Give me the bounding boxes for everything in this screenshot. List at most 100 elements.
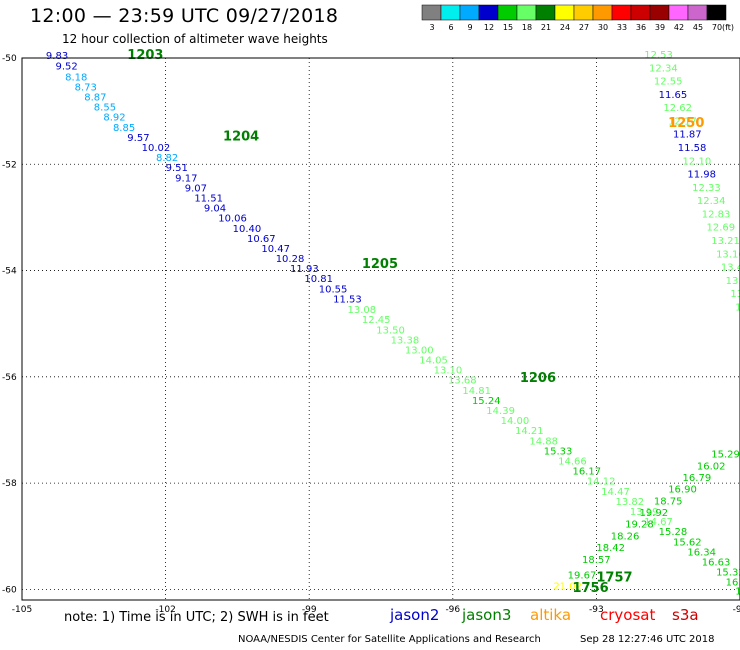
data-point-label: 11.65: [659, 90, 688, 101]
data-points: 9.839.528.188.738.878.558.928.859.5710.0…: [46, 50, 740, 598]
data-point-label: 14.12: [587, 477, 616, 488]
data-point-label: 10.40: [233, 224, 262, 235]
colorbar-label: 70: [712, 23, 722, 32]
colorbar-label: 36: [636, 23, 646, 32]
colorbar-label: 12: [484, 23, 494, 32]
data-point-label: 12.62: [663, 103, 692, 114]
y-tick-label: -60: [2, 585, 17, 595]
data-point-label: 9.52: [56, 62, 78, 73]
data-point-label: 12.69: [706, 223, 735, 234]
footer-timestamp: Sep 28 12:27:46 UTC 2018: [580, 634, 715, 645]
data-point-label: 13.08: [347, 305, 376, 316]
data-point-label: 8.55: [94, 103, 116, 114]
data-point-label: 12.83: [702, 209, 731, 220]
data-point-label: 13.19: [630, 507, 659, 518]
data-point-label: 13.10: [434, 366, 463, 377]
data-point-label: 19.28: [625, 520, 654, 531]
data-point-label: 9.04: [204, 204, 226, 215]
legend-s3a: s3a: [672, 606, 699, 624]
data-point-label: 10.28: [276, 254, 305, 265]
x-tick-label: -96: [445, 605, 460, 615]
chart-title: 12:00 — 23:59 UTC 09/27/2018: [30, 5, 339, 27]
axis-ticks: -105 -102 -99 -96 -93 -90 -50 -52 -54 -56 -58 -60: [2, 54, 740, 615]
data-point-label: 15.24: [472, 396, 501, 407]
colorbar-unit: (ft): [722, 23, 734, 32]
colorbar-swatch: [497, 4, 518, 21]
data-point-label: 18.42: [596, 543, 625, 554]
data-point-label: 11.58: [678, 143, 707, 154]
data-point-label: 14.66: [558, 457, 587, 468]
colorbar-label: 6: [448, 23, 453, 32]
data-point-label: 14.81: [462, 386, 491, 397]
data-point-label: 9.17: [175, 173, 197, 184]
x-tick-label: -105: [12, 605, 32, 615]
time-label: 1250: [668, 116, 704, 131]
data-point-label: 15.29: [711, 450, 740, 461]
data-point-label: 10.47: [261, 244, 290, 255]
colorbar-swatch: [459, 4, 480, 21]
data-point-label: 14.67: [644, 517, 673, 528]
data-point-label: 18.26: [611, 531, 640, 542]
data-point-label: 12.33: [692, 183, 721, 194]
colorbar-label: 15: [503, 23, 513, 32]
colorbar-swatch: [649, 4, 670, 21]
data-point-label: 12.17: [668, 116, 697, 127]
colorbar-swatch: [706, 4, 727, 21]
y-tick-label: -52: [2, 160, 17, 170]
data-point-label: 13.40: [726, 276, 740, 287]
data-point-label: 12.45: [362, 315, 391, 326]
data-point-label: 14.47: [601, 487, 630, 498]
data-point-label: 16.34: [687, 547, 716, 558]
colorbar-label: 30: [598, 23, 608, 32]
data-point-label: 14.39: [486, 406, 515, 417]
data-point-label: 11.98: [687, 170, 716, 181]
data-point-label: 13.68: [448, 376, 477, 387]
data-point-label: 8.73: [75, 82, 97, 93]
time-label: 1203: [127, 48, 163, 63]
data-point-label: 11.87: [673, 130, 702, 141]
y-tick-label: -50: [2, 54, 17, 64]
data-point-label: 15.62: [673, 537, 702, 548]
data-point-label: 13.33: [730, 289, 740, 300]
data-point-label: 12.55: [654, 77, 683, 88]
data-point-label: 13.21: [711, 236, 740, 247]
data-point-label: 9.57: [127, 133, 149, 144]
data-point-label: 15.33: [544, 446, 573, 457]
footer-credit: NOAA/NESDIS Center for Satellite Applica…: [238, 634, 541, 645]
time-label: 1206: [520, 371, 556, 386]
colorbar-label: 9: [467, 23, 472, 32]
data-point-label: 8.18: [65, 72, 87, 83]
data-point-label: 8.92: [103, 113, 125, 124]
colorbar-label: 27: [579, 23, 589, 32]
data-point-label: 13.56: [735, 302, 740, 313]
data-point-label: 13.50: [376, 325, 405, 336]
data-point-label: 13.16: [716, 249, 740, 260]
data-point-label: 15.28: [659, 527, 688, 538]
data-point-label: 16.90: [668, 485, 697, 496]
legend-altika: altika: [530, 606, 572, 624]
colorbar-label: 39: [655, 23, 665, 32]
y-tick-label: -56: [2, 373, 17, 383]
data-point-label: 19.67: [568, 571, 597, 582]
colorbar-swatch: [630, 4, 651, 21]
data-point-label: 16.02: [697, 461, 726, 472]
data-point-label: 16.79: [683, 473, 712, 484]
colorbar-swatch: [592, 4, 613, 21]
data-point-label: 9.07: [185, 183, 207, 194]
colorbar-swatch: [478, 4, 499, 21]
colorbar-swatch: [535, 4, 556, 21]
legend-cryosat: cryosat: [600, 606, 656, 624]
data-point-label: 13.48: [721, 263, 740, 274]
data-point-label: 16.32: [726, 578, 740, 589]
data-point-label: 13.82: [616, 497, 645, 508]
legend-jason3: jason3: [462, 606, 512, 624]
colorbar-label: 45: [693, 23, 703, 32]
time-label: 1205: [362, 257, 398, 272]
x-tick-label: -93: [589, 605, 604, 615]
data-point-label: 12.34: [697, 196, 726, 207]
colorbar-label: 18: [522, 23, 532, 32]
data-point-label: 12.34: [649, 63, 678, 74]
data-point-label: 12.53: [644, 50, 673, 61]
data-point-label: 8.87: [84, 93, 106, 104]
